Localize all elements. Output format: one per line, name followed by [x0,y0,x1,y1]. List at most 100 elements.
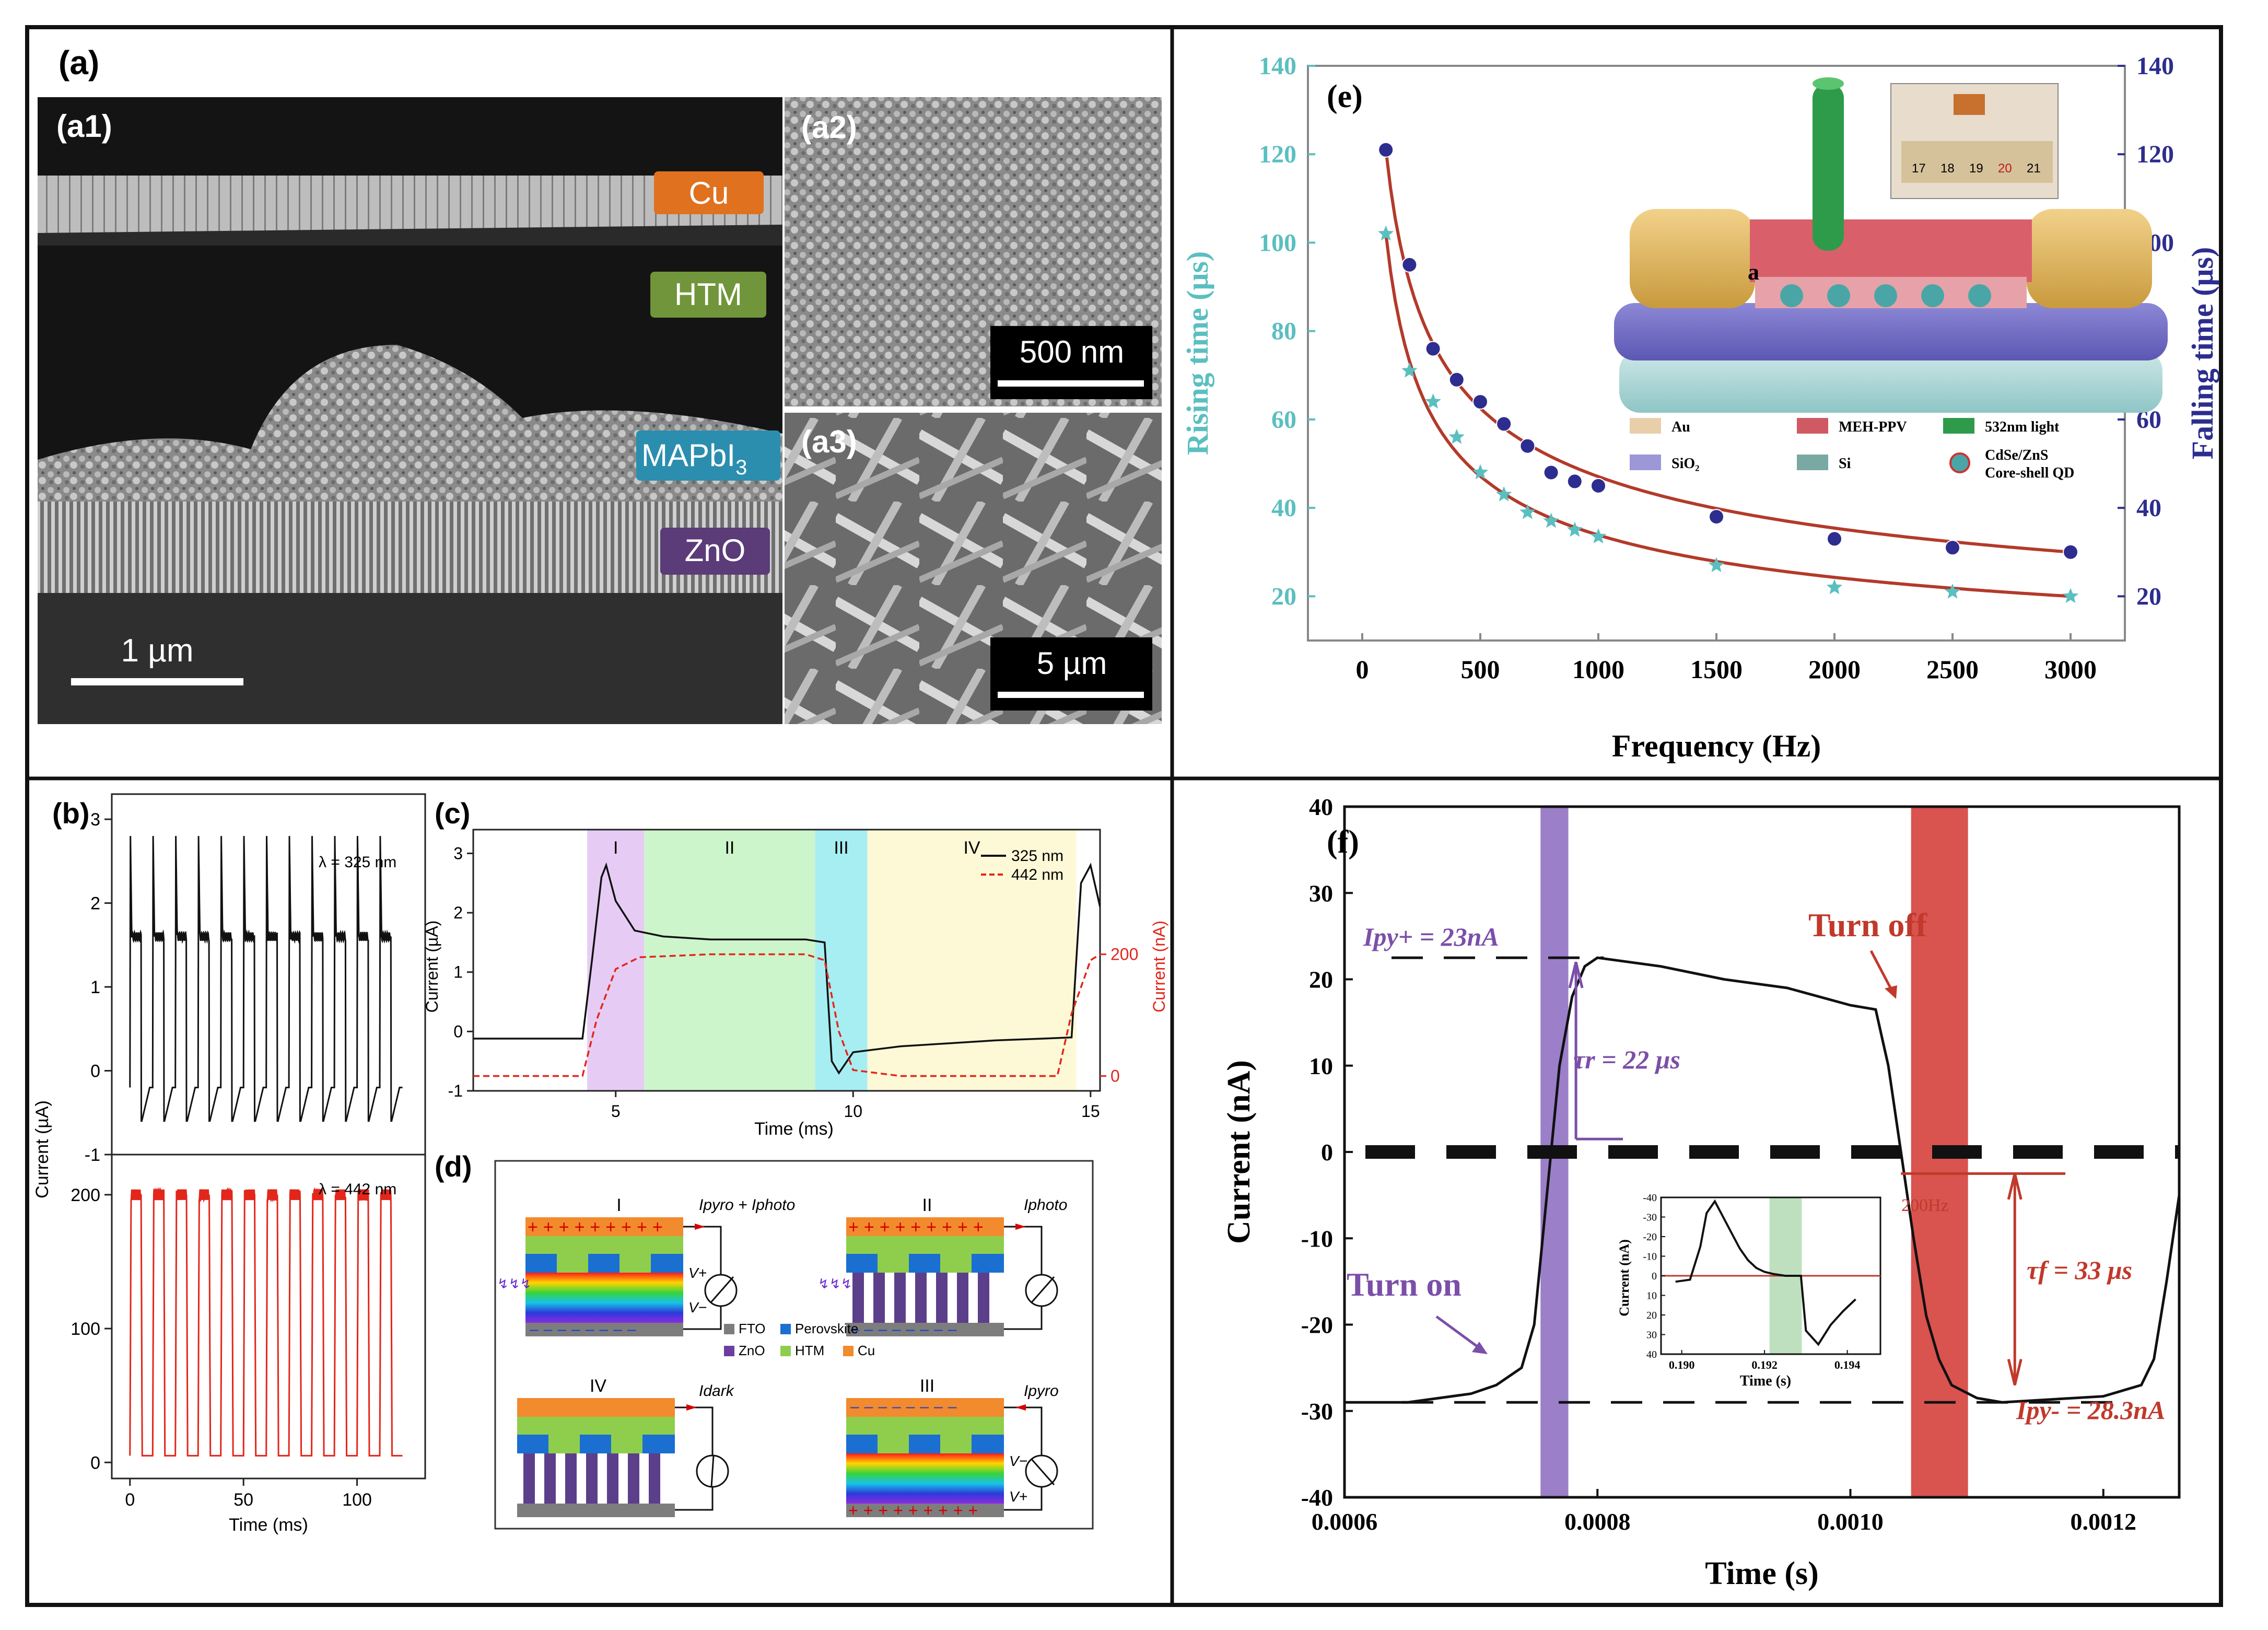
a2-scalebar [998,380,1144,387]
b-top-ytick-label: 2 [90,894,100,914]
c-series-442nm [473,953,1101,1077]
state-II-ammeter-needle [1030,1276,1055,1303]
a3-scalebar-label: 5 µm [1037,646,1107,681]
a1-scalebar-label: 1 µm [121,633,193,669]
b-bottom-ytick-label: 100 [71,1319,100,1339]
state-IV-numeral: IV [590,1376,606,1396]
e-point-rising [1401,362,1418,378]
c-region-label-II: II [724,838,734,858]
state-II-numeral: II [922,1195,932,1215]
state-II-pero1 [846,1254,878,1273]
e-point-rising [1472,464,1489,480]
a2-scalebar-box [990,326,1152,399]
e-ytick-left-label: 140 [1259,52,1296,80]
b-lambda-top: λ = 325 nm [319,854,396,871]
b-top-ytick-label: 1 [90,977,100,997]
panel-a1-sem: (a1) Cu HTM MAPbI3 ZnO 1 µm [38,97,782,724]
panel-b-top-plot: -1 0 1 2 3 [85,810,403,1165]
a1-label: (a1) [56,109,112,144]
panel-c-label: (c) [435,797,470,830]
f-xtick-label: 0.0010 [1817,1508,1884,1535]
state-III-cu [846,1398,1004,1417]
e-legend-qd1: CdSe/ZnS [1985,447,2048,463]
state-III-plus-charges: +++++++++ [848,1501,983,1520]
ruler-tick-17: 17 [1912,161,1926,176]
e-point-rising [1543,513,1559,528]
b-bottom-xtick-label: 100 [342,1490,372,1510]
ruler-tick-21: 21 [2027,161,2041,176]
state-I-pero2 [588,1254,619,1273]
state-IV-wire-bottom [675,1487,714,1511]
device-photo-ruler [1901,141,2053,183]
c-region-I [587,830,645,1091]
legend-htm-swatch [780,1346,791,1356]
c-ylabel-left: Current (µA) [423,921,441,1013]
e-point-falling [1401,257,1418,273]
legend-cu-swatch [843,1346,854,1356]
f-inset-xtick-label: 0.192 [1751,1358,1778,1371]
e-point-falling [1378,142,1394,158]
device-meh-ppv [1750,219,2032,282]
f-ipy-minus: Ipy- = 28.3nA [2016,1395,2165,1425]
e-legend-laser-swatch [1943,418,1974,434]
legend-zno: ZnO [739,1343,765,1358]
state-II-light-icon: ↯↯↯ [818,1276,852,1291]
state-IV-pero2 [580,1435,611,1453]
e-legend-qd-swatch [1949,452,1970,473]
state-II-wire-top [1004,1226,1043,1275]
state-I-fto [525,1323,683,1336]
device-au-right [2027,209,2152,308]
zno-tag [660,528,770,575]
e-legend-meh-swatch [1797,418,1828,434]
f-xtick-label: 0.0006 [1312,1508,1378,1535]
state-III-wire-top [1004,1406,1043,1456]
e-ytick-left-label: 60 [1271,406,1296,434]
f-inset-ytick-label: -30 [1643,1212,1657,1224]
state-I-zno-rainbow [525,1273,683,1323]
e-ytick-right-label: 140 [2136,52,2174,80]
f-ytick-label: -30 [1301,1398,1333,1425]
panel-f-plot: -40 -30 -20 -10 0 10 20 30 40 0.0006 0.0008 0.0010 0… [1221,794,2181,1591]
b-lambda-bottom: λ = 442 nm [319,1181,396,1198]
c-axes-box [472,829,1101,1092]
mapbi3-tag [636,430,780,481]
e-ytick-right-label: 40 [2136,494,2161,522]
state-I-vminus: V− [688,1299,707,1315]
b-top-series-325nm [129,836,403,1122]
state-I-arrow-icon [695,1224,705,1230]
state-I-plus-charges: +++++++++ [528,1217,668,1237]
e-point-rising [1425,393,1441,409]
f-inset-series [1675,1199,1856,1346]
state-II-plus-charges: +++++++++ [848,1217,989,1237]
e-ylabel-left: Rising time (μs) [1180,251,1214,456]
b-bottom-xtick-label: 0 [125,1490,135,1510]
state-II-minus-charges: –––––––– [850,1321,962,1338]
e-legend-au-swatch [1630,418,1661,434]
figure-frame [25,25,2223,1607]
e-point-rising [1566,521,1583,537]
f-turn-off-arrow-icon [1869,950,1895,994]
c-ytick-label: 0 [453,1022,463,1041]
device-laser-top [1813,77,1844,90]
legend-zno-swatch [724,1346,734,1356]
e-ytick-left-label: 80 [1271,318,1296,345]
e-ytick-left-label: 100 [1259,229,1296,257]
panel-b-axes-box [111,793,426,1480]
e-legend-si: Si [1839,456,1851,472]
b-top-ytick-label: 3 [90,810,100,830]
f-inset-xtick-label: 0.190 [1669,1358,1695,1371]
e-legend-sio2: SiO₂ [1671,456,1700,472]
state-III-pero1 [846,1435,878,1453]
e-xtick-label: 1000 [1572,655,1624,684]
state-II-pero2 [909,1254,940,1273]
htm-tag-text: HTM [674,277,742,312]
e-point-rising [1519,504,1536,519]
state-IV-current: Idark [699,1382,735,1400]
f-inset-ytick-label: 20 [1646,1310,1657,1321]
state-I-wire-bottom [683,1306,722,1330]
panel-d-label: (d) [435,1150,472,1183]
e-point-rising [1826,579,1843,595]
e-xlabel: Frequency (Hz) [1612,729,1821,763]
